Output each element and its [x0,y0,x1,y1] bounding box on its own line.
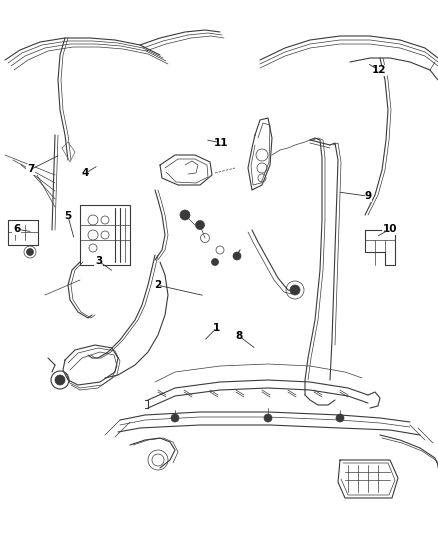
Circle shape [212,259,219,265]
Text: 5: 5 [64,211,71,221]
Circle shape [264,414,272,422]
Text: 7: 7 [27,165,34,174]
Text: 6: 6 [13,224,20,234]
Text: 11: 11 [214,138,229,148]
Circle shape [336,414,344,422]
Circle shape [233,252,241,260]
Text: 8: 8 [235,331,242,341]
Text: 2: 2 [154,280,161,290]
Text: 12: 12 [371,66,386,75]
Text: 4: 4 [82,168,89,178]
Text: 3: 3 [95,256,102,266]
Circle shape [171,414,179,422]
Text: 10: 10 [382,224,397,234]
Text: 1: 1 [213,323,220,333]
Circle shape [27,248,33,255]
Circle shape [55,375,65,385]
Text: 9: 9 [364,191,371,201]
Circle shape [290,285,300,295]
Circle shape [195,221,205,230]
Circle shape [180,210,190,220]
